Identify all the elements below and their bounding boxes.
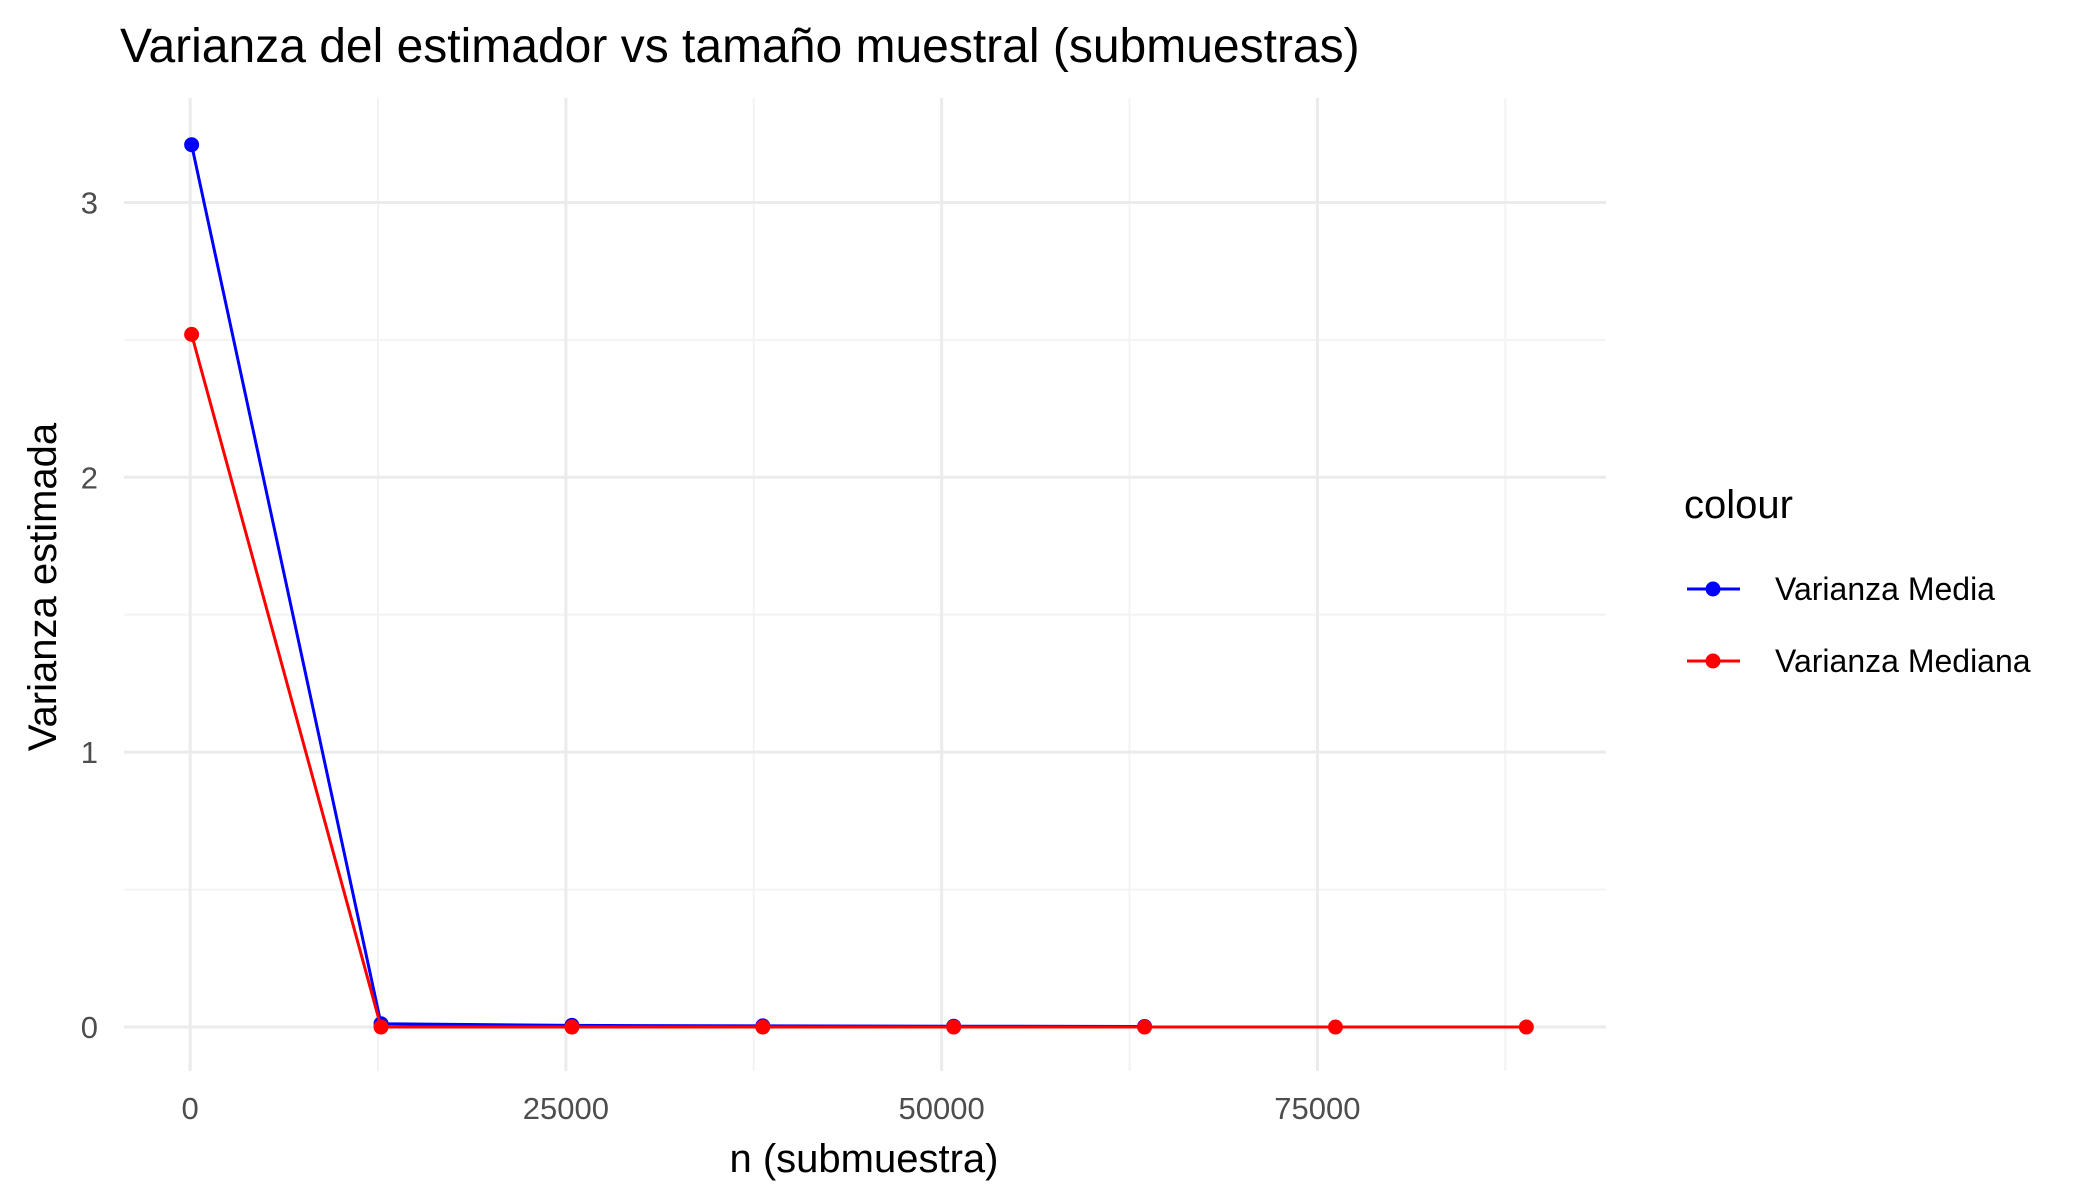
data-point-varianza-mediana [564,1019,580,1035]
legend: colour Varianza Media Varianza Mediana [1684,483,2031,679]
legend-key-point [1705,653,1721,669]
legend-title: colour [1684,483,1793,527]
data-point-varianza-mediana [373,1019,389,1035]
data-point-varianza-mediana [1137,1019,1153,1035]
series-line-varianza-media [190,144,1145,1028]
legend-key-point [1705,581,1721,597]
grid [124,98,1606,1071]
x-axis-ticks: 0 25000 50000 75000 [182,1091,1361,1126]
series-varianza-media [184,137,1153,1034]
x-tick-label: 50000 [899,1091,985,1126]
x-tick-label: 75000 [1274,1091,1360,1126]
data-point-varianza-mediana [1327,1019,1343,1035]
data-point-varianza-mediana [184,326,200,342]
series-varianza-mediana [184,326,1534,1035]
data-point-varianza-mediana [1518,1019,1534,1035]
data-point-varianza-media [184,137,200,153]
y-tick-label: 0 [81,1010,98,1045]
legend-label: Varianza Media [1775,571,1995,607]
data-point-varianza-mediana [946,1019,962,1035]
series-layer [184,137,1534,1035]
legend-label: Varianza Mediana [1775,643,2031,679]
y-tick-label: 1 [81,735,98,770]
x-tick-label: 25000 [523,1091,609,1126]
chart-title: Varianza del estimador vs tamaño muestra… [120,20,1360,73]
y-tick-label: 2 [81,460,98,495]
data-point-varianza-mediana [755,1019,771,1035]
y-axis-ticks: 0 1 2 3 [81,185,98,1045]
legend-item-varianza-media: Varianza Media [1687,571,1995,607]
legend-item-varianza-mediana: Varianza Mediana [1687,643,2031,679]
series-line-varianza-mediana [190,334,1527,1029]
y-axis-title: Varianza estimada [21,422,65,751]
x-tick-label: 0 [182,1091,199,1126]
y-tick-label: 3 [81,185,98,220]
x-axis-title: n (submuestra) [730,1137,999,1181]
